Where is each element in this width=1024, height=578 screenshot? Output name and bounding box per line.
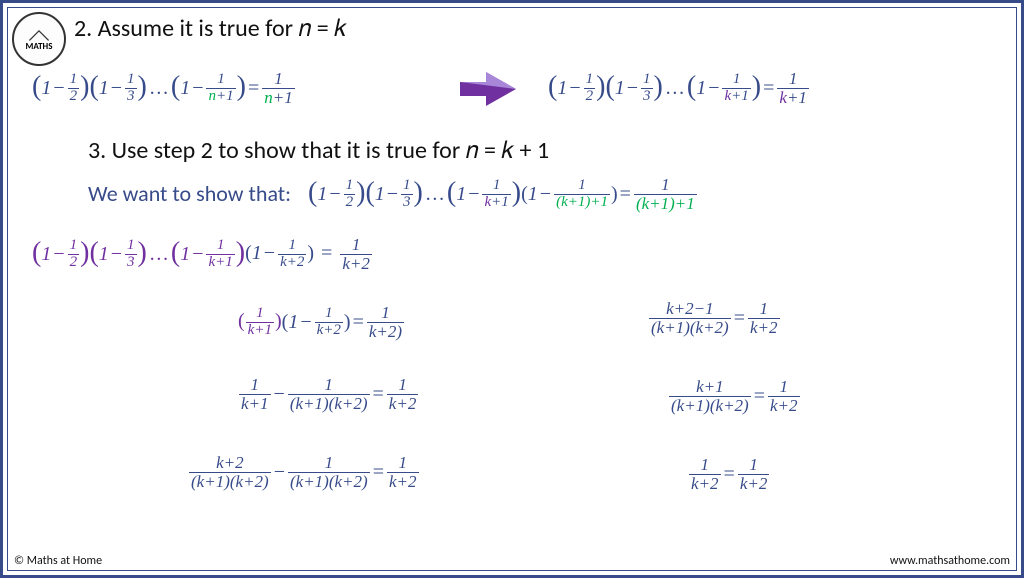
step2-heading: 2. Assume it is true for 𝑛 = 𝑘 — [74, 14, 347, 43]
equation-want: (1−12) (1−13) … (1−1k+1)(1−1(k+1)+1) = 1… — [308, 176, 698, 213]
proof-r2: k+1(k+1)(k+2) = 1k+2 — [668, 378, 801, 415]
proof-r1: k+2−1(k+1)(k+2) = 1k+2 — [648, 300, 781, 337]
equation-k: (1−12) (1−13) … (1−1k+1) = 1k+1 — [548, 70, 810, 107]
step3-heading: 3. Use step 2 to show that it is true fo… — [88, 136, 549, 165]
proof-l2: (1k+1)(1−1k+2) = 1k+2) — [238, 304, 405, 341]
logo: MATHS — [12, 12, 66, 66]
equation-n: (1−12) (1−13) … (1−1n+1) = 1n+1 — [32, 70, 296, 107]
footer-right: www.mathsathome.com — [890, 554, 1010, 568]
logo-text: MATHS — [25, 42, 52, 51]
footer-left: © Maths at Home — [14, 554, 102, 568]
want-label: We want to show that: — [88, 180, 291, 207]
proof-l1: (1−12) (1−13) … (1−1k+1)(1−1k+2) = 1k+2 — [32, 236, 373, 273]
proof-l3: 1k+1 − 1(k+1)(k+2) = 1k+2 — [238, 376, 419, 413]
proof-l4: k+2(k+1)(k+2) − 1(k+1)(k+2) = 1k+2 — [188, 454, 420, 491]
proof-r3: 1k+2 = 1k+2 — [688, 456, 770, 493]
implies-arrow — [456, 68, 520, 115]
